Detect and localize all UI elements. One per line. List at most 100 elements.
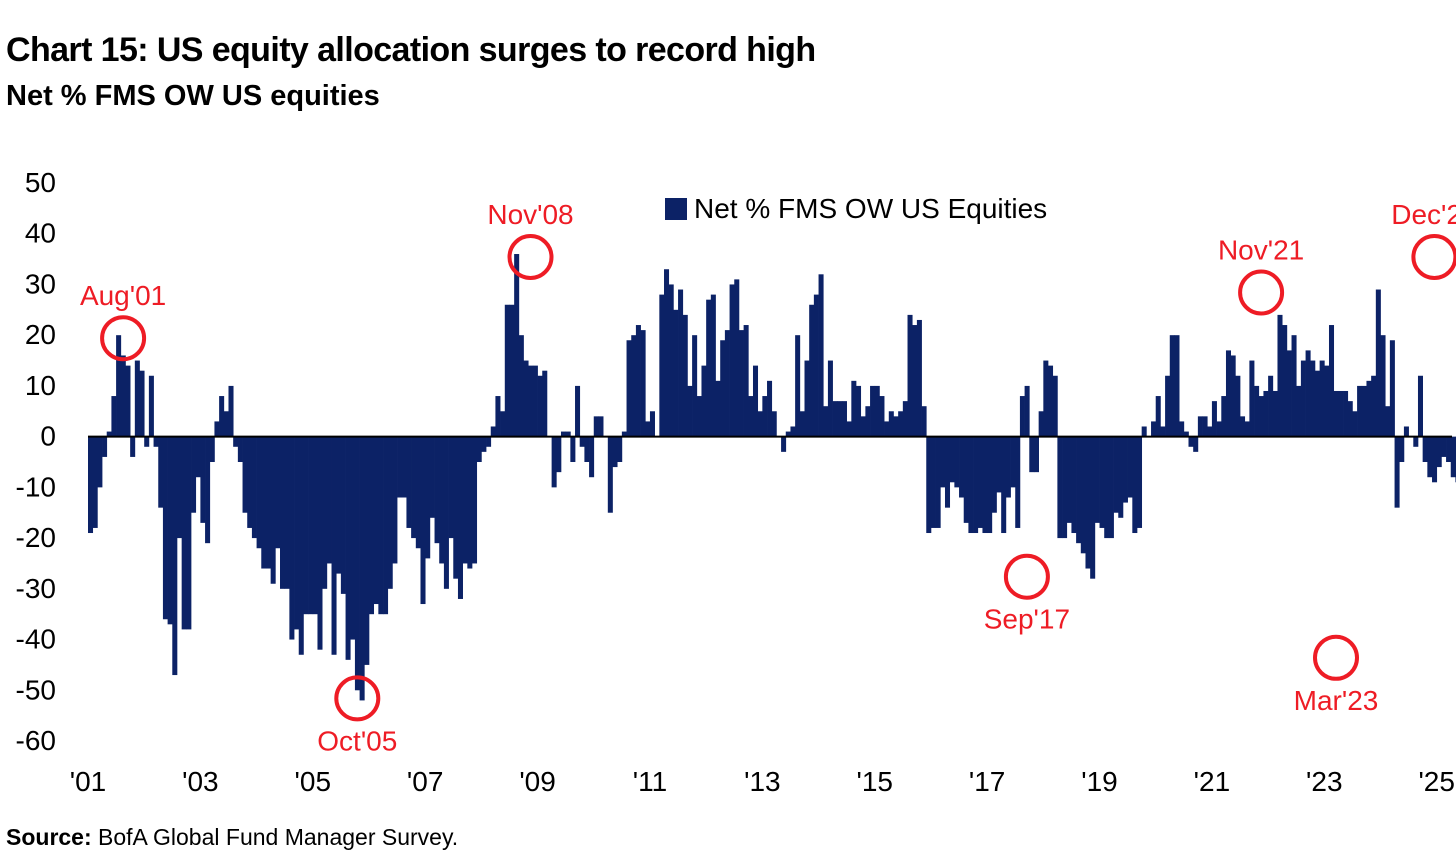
bar <box>706 299 712 437</box>
bar <box>88 436 94 534</box>
annotation-label: Aug'01 <box>80 280 166 311</box>
bar <box>106 431 112 437</box>
bar <box>1183 431 1189 437</box>
bar <box>556 436 562 473</box>
bar <box>1240 416 1246 437</box>
bar <box>523 360 529 437</box>
bar <box>425 436 431 559</box>
bar <box>579 436 585 447</box>
bar <box>916 319 922 437</box>
bar <box>1366 380 1372 437</box>
bar <box>1151 421 1157 437</box>
annotation-circle <box>507 234 554 280</box>
bar <box>954 436 960 488</box>
x-tick-label: '11 <box>633 766 667 797</box>
bar <box>1403 426 1409 437</box>
bar <box>949 436 955 483</box>
bar <box>804 360 810 437</box>
y-tick-label: -10 <box>16 471 56 502</box>
bar <box>354 436 360 691</box>
bar <box>1019 396 1025 437</box>
bar <box>1052 375 1058 437</box>
bar <box>167 436 173 625</box>
bar <box>162 436 168 620</box>
bar <box>673 309 679 437</box>
bar <box>1389 340 1395 437</box>
bar <box>720 340 726 437</box>
bar <box>1169 335 1175 437</box>
y-tick-label: -20 <box>16 522 56 553</box>
bar <box>1399 436 1405 462</box>
bar <box>1057 436 1063 539</box>
bar <box>134 360 140 437</box>
bar <box>907 314 913 437</box>
bar <box>1113 436 1119 513</box>
bar <box>514 254 520 437</box>
bar <box>837 401 843 437</box>
bar <box>209 436 215 462</box>
bar <box>303 436 309 615</box>
y-tick-label: -60 <box>16 725 56 756</box>
bar <box>1310 360 1316 437</box>
bar <box>640 330 646 437</box>
bar <box>373 436 379 605</box>
bar <box>701 365 707 437</box>
bar <box>968 436 974 534</box>
bar <box>1136 436 1143 528</box>
bar <box>158 436 164 508</box>
bar <box>1005 436 1011 498</box>
bar <box>1235 375 1241 437</box>
bar <box>930 436 936 528</box>
bar <box>1174 335 1180 437</box>
bar <box>1216 421 1222 437</box>
bar <box>378 436 384 615</box>
bar <box>172 436 178 676</box>
bar <box>724 330 730 437</box>
y-axis: 50 40 30 20 10 0 -10 -20 -30 -40 -50 -60 <box>16 167 56 756</box>
bar <box>457 436 463 599</box>
bar <box>368 436 375 615</box>
bar <box>893 416 899 437</box>
annotation-label: Nov'08 <box>487 199 573 230</box>
bar <box>973 436 979 534</box>
bar <box>214 421 220 437</box>
bar <box>645 421 651 437</box>
bar <box>1244 421 1250 437</box>
bar <box>200 436 206 523</box>
bar <box>411 436 417 539</box>
bar <box>1441 436 1447 457</box>
bar <box>1385 406 1391 437</box>
bar <box>1296 385 1302 437</box>
bar <box>518 335 524 437</box>
bar <box>1352 411 1358 437</box>
bar <box>1221 396 1227 437</box>
x-tick-label: '05 <box>295 766 332 797</box>
bar <box>1380 335 1386 437</box>
bar <box>781 436 787 452</box>
bar <box>1211 401 1217 437</box>
y-tick-label: 0 <box>40 421 56 452</box>
bar <box>181 436 187 630</box>
bar <box>687 385 693 437</box>
bar <box>593 416 599 437</box>
bar <box>359 436 365 701</box>
bar <box>130 436 136 457</box>
bar <box>1249 360 1255 437</box>
bar <box>1319 360 1325 437</box>
bar <box>350 436 356 640</box>
bar <box>692 335 698 437</box>
bar <box>743 325 749 437</box>
x-tick-label: '09 <box>519 766 556 797</box>
bar <box>504 304 510 437</box>
bar <box>944 436 951 508</box>
bar <box>1413 436 1419 447</box>
bar <box>987 436 993 534</box>
bar <box>1371 375 1377 437</box>
bar <box>1436 436 1442 468</box>
bar <box>1291 335 1297 437</box>
bar <box>256 436 262 549</box>
bar <box>1179 421 1185 437</box>
bar <box>598 416 604 437</box>
bar <box>570 436 576 462</box>
bar <box>125 365 131 437</box>
